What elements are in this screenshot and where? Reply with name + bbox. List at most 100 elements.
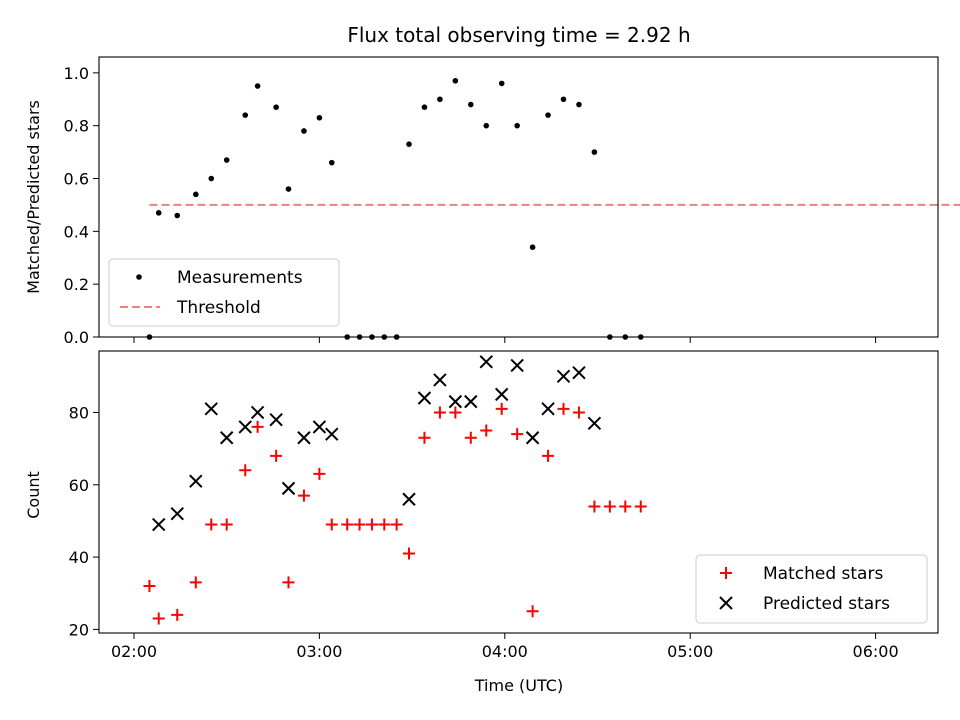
bottom-panel: Count Time (UTC) 20 40 60 80 02:00 03:00 04:00… <box>24 350 939 695</box>
matched-stars-point <box>205 518 218 531</box>
predicted-stars-point <box>281 481 296 496</box>
y-tick-label: 40 <box>69 548 89 567</box>
matched-stars-point <box>403 547 416 560</box>
measurement-point <box>483 122 490 129</box>
predicted-stars-point <box>587 416 602 431</box>
matched-stars-point <box>282 576 295 589</box>
matched-stars-point <box>189 576 202 589</box>
y-tick-label: 0.0 <box>64 328 89 347</box>
matched-stars-point <box>464 431 477 444</box>
legend-matched-marker <box>720 567 732 579</box>
matched-stars-point <box>239 464 252 477</box>
predicted-stars-point <box>325 427 339 441</box>
y-tick-label: 60 <box>69 476 89 495</box>
matched-stars-point <box>603 500 616 513</box>
measurement-point <box>406 141 412 147</box>
matched-stars-point <box>572 406 585 419</box>
top-panel: Matched/Predicted stars 0.0 0.2 0.4 0.6 0.8 1… <box>24 56 960 347</box>
measurement-point <box>208 175 215 182</box>
matched-stars-point <box>511 428 524 441</box>
y-tick-label: 0.6 <box>64 170 89 189</box>
matched-stars-point <box>251 420 264 433</box>
matched-stars-point <box>480 424 493 437</box>
legend-measurements-marker <box>136 274 142 280</box>
predicted-stars-point <box>250 405 265 420</box>
matched-stars-point <box>341 518 354 531</box>
legend-matched-label: Matched stars <box>763 564 883 584</box>
legend-box <box>695 554 928 624</box>
matched-stars-point <box>171 608 184 621</box>
legend-predicted-label: Predicted stars <box>763 594 890 614</box>
predicted-stars-point <box>189 474 203 488</box>
x-tick-label: 05:00 <box>667 642 713 661</box>
measurement-point <box>328 159 335 166</box>
matched-stars-point <box>152 612 165 625</box>
y-tick-label: 0.8 <box>64 117 89 136</box>
measurement-point <box>174 212 181 219</box>
predicted-stars-point <box>572 365 586 380</box>
bottom-y-axis-label: Count <box>24 471 43 519</box>
y-tick-label: 1.0 <box>64 64 89 83</box>
y-tick-label: 80 <box>69 403 89 422</box>
y-tick-label: 0.2 <box>64 275 89 294</box>
legend-predicted-marker <box>719 596 733 610</box>
predicted-stars-point <box>479 355 493 369</box>
predicted-stars-point <box>556 369 571 384</box>
measurement-point <box>273 104 279 110</box>
matched-stars-point <box>557 402 570 415</box>
predicted-stars-point <box>464 394 478 409</box>
predicted-stars-point <box>448 394 463 409</box>
measurement-point <box>498 80 505 87</box>
predicted-stars-point <box>219 431 234 445</box>
legend-threshold-label: Threshold <box>176 298 261 318</box>
legend-measurements-label: Measurements <box>177 268 303 288</box>
measurement-point <box>285 186 292 192</box>
y-tick-label: 20 <box>69 620 89 639</box>
matched-stars-point <box>526 605 539 618</box>
matched-stars-point <box>313 467 326 480</box>
measurement-point <box>254 83 261 89</box>
matched-stars-point <box>495 402 508 415</box>
matched-stars-point <box>542 449 555 462</box>
predicted-stars-point <box>417 391 432 405</box>
chart-title: Flux total observing time = 2.92 h <box>347 23 690 47</box>
matched-stars-point <box>588 500 601 513</box>
measurement-point <box>560 96 567 103</box>
top-y-axis-label: Matched/Predicted stars <box>24 100 43 294</box>
measurement-point <box>155 210 162 216</box>
predicted-stars-point <box>433 373 447 387</box>
predicted-stars-point <box>541 402 555 416</box>
predicted-stars-point <box>170 506 184 521</box>
x-tick-label: 02:00 <box>111 642 157 661</box>
matched-stars-point <box>449 406 462 419</box>
measurement-point <box>421 104 428 110</box>
measurement-point <box>223 157 230 163</box>
matched-stars-point <box>325 518 338 531</box>
matched-stars-point <box>220 518 233 531</box>
predicted-stars-point <box>402 492 416 506</box>
predicted-stars-point <box>238 420 252 434</box>
y-tick-label: 0.4 <box>64 222 89 241</box>
predicted-stars-point <box>312 420 327 434</box>
measurement-point <box>301 128 307 134</box>
matched-stars-point <box>270 449 283 462</box>
axes-frame <box>98 56 939 338</box>
matched-stars-point <box>143 580 156 592</box>
predicted-stars-point <box>297 431 311 445</box>
predicted-stars-point <box>152 517 166 532</box>
x-tick-label: 04:00 <box>482 642 528 661</box>
x-tick-label: 06:00 <box>853 642 899 661</box>
measurement-point <box>591 149 598 155</box>
matched-stars-point <box>353 518 366 531</box>
x-tick-label: 03:00 <box>296 642 342 661</box>
measurement-point <box>576 101 582 108</box>
legend-box <box>108 258 340 327</box>
measurement-point <box>437 96 443 103</box>
top-legend: Measurements Threshold <box>108 258 340 327</box>
predicted-stars-point <box>510 358 524 373</box>
measurement-point <box>514 122 520 129</box>
matched-stars-point <box>378 518 391 531</box>
matched-stars-point <box>619 500 632 513</box>
axes-frame <box>98 350 939 634</box>
predicted-stars-point <box>495 387 509 402</box>
